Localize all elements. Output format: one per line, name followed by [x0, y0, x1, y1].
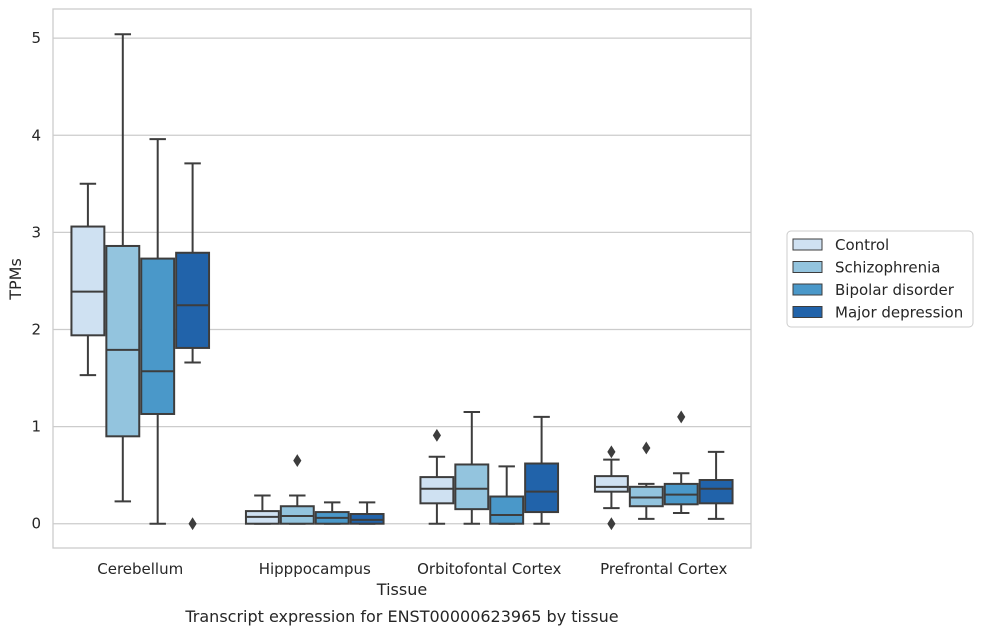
boxes: [70, 33, 734, 531]
chart-caption: Transcript expression for ENST0000062396…: [184, 607, 618, 626]
x-tick-labels: Cerebellum Hipppocampus Orbitofontal Corte…: [97, 560, 727, 578]
legend-swatch: [792, 238, 823, 251]
x-tick-label: Hipppocampus: [259, 560, 371, 578]
outlier-point: [677, 410, 686, 424]
y-tick-labels: 0 1 2 3 4 5: [31, 29, 41, 533]
x-axis-title: Tissue: [376, 580, 427, 599]
box-iqr: [105, 244, 141, 438]
box-0-1: [105, 33, 141, 503]
y-tick-label: 1: [31, 418, 41, 436]
x-tick-label: Prefrontal Cortex: [600, 560, 727, 578]
outlier-point: [432, 428, 441, 442]
y-tick-label: 3: [31, 223, 41, 241]
box-1-2: [314, 501, 350, 525]
box-3-2: [663, 410, 699, 515]
box-iqr: [454, 463, 490, 511]
box-0-2: [140, 138, 176, 525]
box-2-2: [489, 465, 525, 525]
box-iqr: [419, 476, 455, 505]
box-iqr: [70, 225, 106, 337]
box-1-0: [244, 494, 280, 525]
box-2-1: [454, 411, 490, 525]
box-1-1: [279, 454, 315, 525]
outlier-point: [642, 441, 651, 455]
legend-frame: [786, 230, 974, 328]
legend-label: Bipolar disorder: [835, 281, 955, 299]
box-2-0: [419, 428, 455, 525]
outlier-point: [607, 445, 616, 459]
outlier-point: [293, 454, 302, 468]
box-2-3: [524, 415, 560, 525]
outlier-point: [188, 517, 197, 531]
box-3-3: [698, 450, 734, 520]
box-0-3: [175, 162, 211, 531]
outlier-point: [607, 517, 616, 531]
box-iqr: [698, 479, 734, 505]
x-tick-label: Cerebellum: [97, 560, 183, 578]
legend-swatch: [792, 306, 823, 318]
y-tick-label: 5: [31, 29, 41, 47]
y-axis-title: TPMs: [6, 258, 25, 301]
box-3-1: [628, 441, 664, 520]
y-tick-label: 4: [31, 126, 41, 144]
box-iqr: [175, 251, 211, 349]
box-iqr: [140, 257, 176, 415]
legend-swatch: [792, 283, 823, 296]
box-iqr: [524, 462, 560, 514]
box-iqr: [489, 495, 525, 525]
box-0-0: [70, 182, 106, 377]
y-tick-label: 2: [31, 320, 41, 338]
legend-label: Control: [835, 236, 889, 254]
x-tick-label: Orbitofontal Cortex: [417, 560, 561, 578]
plot-frame: [52, 8, 752, 549]
box-1-3: [349, 501, 385, 525]
legend-label: Schizophrenia: [835, 259, 940, 277]
legend-label: Major depression: [835, 304, 963, 322]
box-iqr: [593, 475, 629, 493]
y-tick-label: 0: [31, 515, 41, 533]
box-3-0: [593, 445, 629, 531]
legend-swatch: [792, 261, 823, 273]
legend: Control Schizophrenia Bipolar disorder Majo…: [786, 230, 974, 328]
